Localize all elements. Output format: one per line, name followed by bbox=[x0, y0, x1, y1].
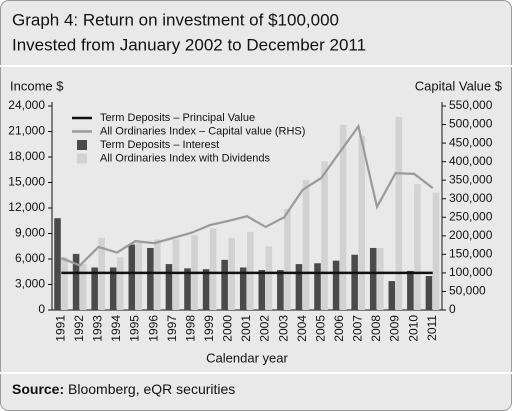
bar bbox=[302, 179, 310, 310]
bar bbox=[72, 253, 80, 310]
bar bbox=[351, 254, 358, 310]
y-tick-label: 24,000 bbox=[8, 98, 45, 112]
x-tick-label: 2004 bbox=[295, 315, 309, 342]
x-tick-label: 2002 bbox=[258, 315, 272, 342]
x-tick-label: 2008 bbox=[369, 315, 383, 342]
source-text: Bloomberg, eQR securities bbox=[68, 381, 235, 397]
bar bbox=[395, 117, 403, 310]
x-tick-label: 2011 bbox=[425, 315, 439, 341]
y-tick-label: 21,000 bbox=[8, 124, 45, 138]
bar bbox=[128, 244, 136, 310]
bar bbox=[314, 263, 321, 310]
x-tick-label: 1998 bbox=[183, 315, 197, 342]
y2-tick-label: 450,000 bbox=[449, 135, 493, 149]
x-tick-label: 2010 bbox=[406, 315, 420, 342]
x-tick-label: 1995 bbox=[128, 315, 142, 342]
bar bbox=[369, 247, 377, 310]
bar bbox=[221, 259, 228, 310]
y2-tick-label: 300,000 bbox=[449, 191, 493, 205]
y2-tick-label: 500,000 bbox=[449, 117, 493, 131]
x-tick-label: 2005 bbox=[313, 315, 327, 342]
bar bbox=[239, 267, 247, 310]
bar bbox=[54, 218, 61, 310]
bar bbox=[332, 260, 340, 310]
chart-title: Graph 4: Return on investment of $100,00… bbox=[12, 10, 339, 29]
bar bbox=[425, 276, 433, 310]
bar bbox=[209, 228, 217, 310]
y-tick-label: 3,000 bbox=[15, 277, 45, 291]
y2-tick-label: 350,000 bbox=[449, 172, 493, 186]
bar bbox=[277, 270, 284, 310]
line bbox=[60, 123, 434, 267]
y2-tick-label: 250,000 bbox=[449, 209, 493, 223]
x-tick-label: 2001 bbox=[239, 315, 253, 342]
bar bbox=[154, 239, 161, 310]
y-tick-label: 18,000 bbox=[8, 149, 45, 163]
y-tick-label: 9,000 bbox=[15, 226, 45, 240]
y2-tick-label: 550,000 bbox=[449, 98, 493, 112]
legend-swatch bbox=[77, 140, 87, 150]
legend-label: All Ordinaries Index with Dividends bbox=[100, 152, 270, 164]
y-axis-title: Income $ bbox=[10, 78, 64, 93]
bar bbox=[135, 242, 143, 310]
bar bbox=[414, 184, 421, 310]
legend-label: Term Deposits – Principal Value bbox=[100, 112, 255, 124]
legend-swatch bbox=[77, 153, 87, 164]
y2-tick-label: 200,000 bbox=[449, 228, 493, 242]
bar bbox=[91, 267, 98, 310]
bar bbox=[147, 247, 154, 310]
x-tick-label: 1992 bbox=[72, 315, 86, 342]
x-tick-label: 1996 bbox=[146, 315, 160, 342]
bar bbox=[258, 270, 266, 310]
y-tick-label: 0 bbox=[38, 302, 45, 316]
y2-tick-label: 100,000 bbox=[449, 265, 493, 279]
bar bbox=[184, 268, 191, 310]
legend-label: All Ordinaries Index – Capital value (RH… bbox=[100, 125, 305, 137]
source-label: Source: bbox=[12, 381, 64, 397]
bar bbox=[339, 124, 347, 310]
bar bbox=[109, 267, 117, 310]
bar bbox=[377, 247, 384, 310]
x-tick-label: 2009 bbox=[388, 315, 402, 342]
bar bbox=[321, 161, 328, 310]
x-tick-label: 1997 bbox=[165, 315, 179, 342]
y2-tick-label: 50,000 bbox=[449, 284, 486, 298]
bar bbox=[117, 257, 124, 310]
x-axis-title: Calendar year bbox=[206, 350, 288, 365]
x-tick-label: 1991 bbox=[53, 315, 67, 342]
bar bbox=[432, 192, 440, 310]
bar bbox=[265, 246, 273, 310]
legend-label: Term Deposits – Interest bbox=[100, 139, 219, 151]
x-tick-label: 1999 bbox=[202, 315, 216, 342]
bar bbox=[61, 257, 68, 310]
chart-subtitle: Invested from January 2002 to December 2… bbox=[12, 35, 366, 54]
y-tick-label: 15,000 bbox=[8, 175, 45, 189]
y2-tick-label: 150,000 bbox=[449, 247, 493, 261]
bar bbox=[295, 264, 303, 310]
bar bbox=[388, 281, 396, 310]
bar bbox=[407, 270, 414, 310]
bar bbox=[284, 208, 291, 310]
y-tick-label: 12,000 bbox=[8, 200, 45, 214]
x-tick-label: 2007 bbox=[351, 315, 365, 342]
bar bbox=[172, 239, 180, 310]
source: Source: Bloomberg, eQR securities bbox=[12, 381, 235, 397]
bar bbox=[79, 264, 87, 310]
y-tick-label: 6,000 bbox=[15, 251, 45, 265]
bar bbox=[202, 269, 210, 310]
bar bbox=[165, 264, 173, 310]
y2-tick-label: 0 bbox=[449, 302, 456, 316]
bar bbox=[247, 231, 254, 310]
y2-axis-title: Capital Value $ bbox=[415, 78, 503, 93]
x-tick-label: 1993 bbox=[91, 315, 105, 342]
x-tick-label: 2006 bbox=[332, 315, 346, 342]
x-tick-label: 2003 bbox=[276, 315, 290, 342]
y2-tick-label: 400,000 bbox=[449, 154, 493, 168]
bar bbox=[358, 135, 365, 310]
x-tick-label: 1994 bbox=[109, 315, 123, 342]
x-tick-label: 2000 bbox=[221, 315, 235, 342]
